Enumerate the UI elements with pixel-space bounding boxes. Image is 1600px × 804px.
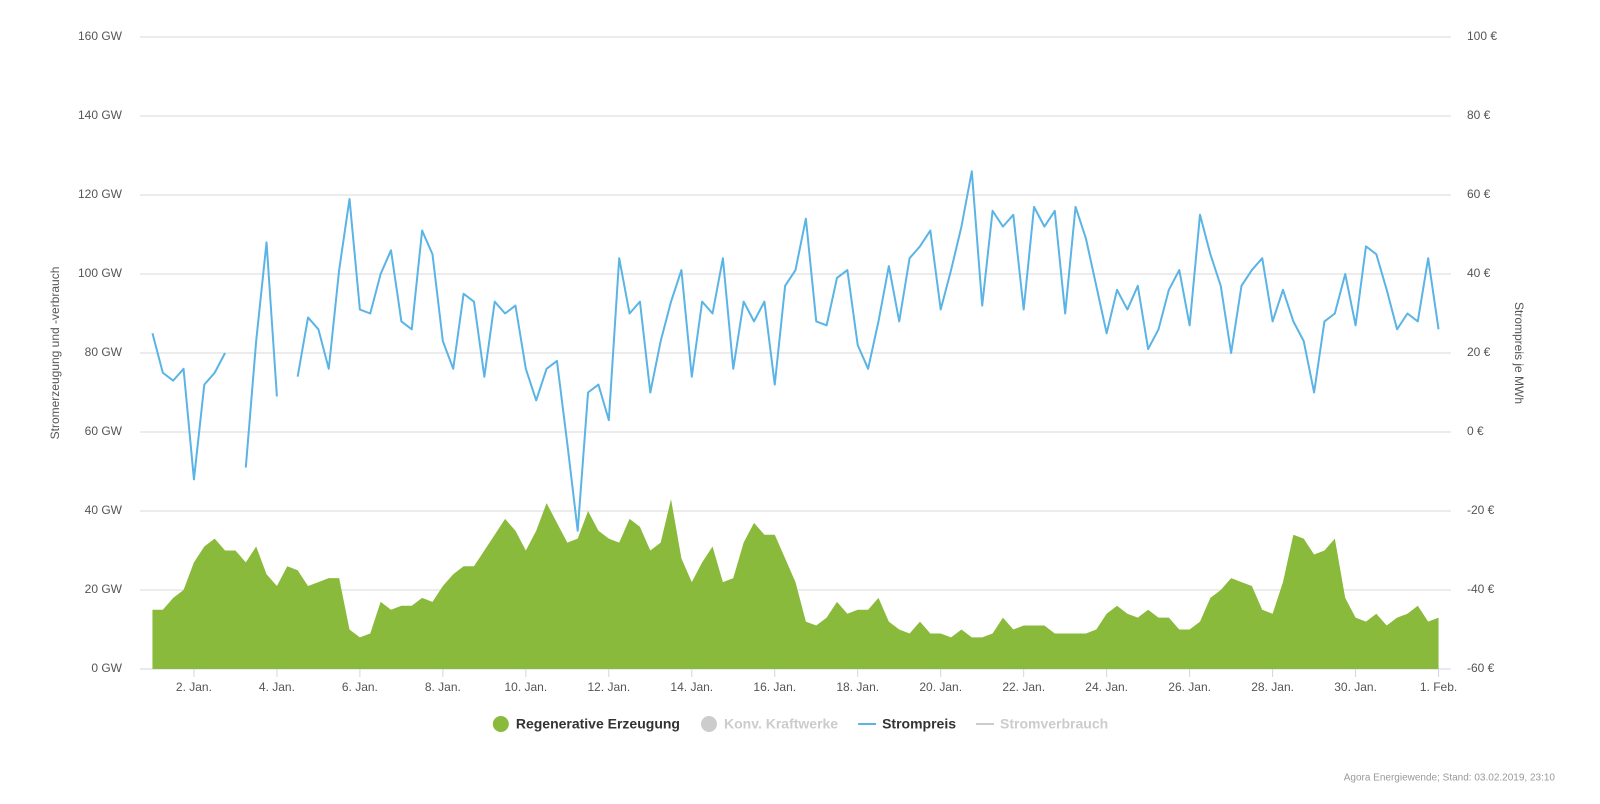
legend-item[interactable]: Konv. Kraftwerke (700, 716, 838, 732)
area (152, 499, 1439, 669)
legend-label: Regenerative Erzeugung (516, 716, 680, 732)
x-tick-label: 6. Jan. (342, 680, 378, 694)
x-tick-label: 20. Jan. (919, 680, 962, 694)
y2-tick-label: 0 € (1467, 424, 1484, 438)
y2-tick-label: -60 € (1467, 661, 1495, 675)
y2-tick-label: -20 € (1467, 503, 1495, 517)
x-tick-label: 14. Jan. (670, 680, 713, 694)
x-tick-label: 4. Jan. (259, 680, 295, 694)
y-tick-label: 80 GW (85, 345, 123, 359)
legend-label: Stromverbrauch (1000, 716, 1108, 732)
legend-item[interactable]: Regenerative Erzeugung (492, 716, 680, 732)
x-tick-label: 12. Jan. (587, 680, 630, 694)
x-tick-label: 2. Jan. (176, 680, 212, 694)
legend-item[interactable]: Strompreis (858, 716, 956, 732)
y-tick-label: 100 GW (78, 266, 123, 280)
x-tick-label: 24. Jan. (1085, 680, 1128, 694)
y-tick-label: 0 GW (91, 661, 122, 675)
x-tick-label: 18. Jan. (836, 680, 879, 694)
y-tick-label: 140 GW (78, 108, 123, 122)
x-tick-label: 10. Jan. (504, 680, 547, 694)
x-tick-label: 16. Jan. (753, 680, 796, 694)
y2-tick-label: 20 € (1467, 345, 1491, 359)
legend-symbol (492, 716, 509, 732)
legend-label: Strompreis (882, 716, 956, 732)
y2-tick-label: 60 € (1467, 187, 1491, 201)
legend-item[interactable]: Stromverbrauch (976, 716, 1108, 732)
x-tick-label: 30. Jan. (1334, 680, 1377, 694)
y-tick-label: 120 GW (78, 187, 123, 201)
legend-symbol (700, 716, 717, 732)
y-tick-label: 60 GW (85, 424, 123, 438)
x-tick-label: 26. Jan. (1168, 680, 1211, 694)
x-tick-label: 28. Jan. (1251, 680, 1294, 694)
x-tick-label: 22. Jan. (1002, 680, 1045, 694)
y2-tick-label: 80 € (1467, 108, 1491, 122)
legend-label: Konv. Kraftwerke (724, 716, 838, 732)
x-tick-label: 8. Jan. (425, 680, 461, 694)
y2-tick-label: 40 € (1467, 266, 1491, 280)
credit: Agora Energiewende; Stand: 03.02.2019, 2… (1344, 773, 1556, 784)
y-axis-title: Stromerzeugung und -verbrauch (48, 267, 62, 440)
x-tick-label: 1. Feb. (1420, 680, 1457, 694)
y2-tick-label: -40 € (1467, 582, 1495, 596)
y2-tick-label: 100 € (1467, 29, 1497, 43)
y-tick-label: 160 GW (78, 29, 123, 43)
y-tick-label: 40 GW (85, 503, 123, 517)
y-tick-label: 20 GW (85, 582, 123, 596)
line (151, 170, 1440, 532)
y2-axis-title: Strompreis je MWh (1512, 302, 1526, 404)
